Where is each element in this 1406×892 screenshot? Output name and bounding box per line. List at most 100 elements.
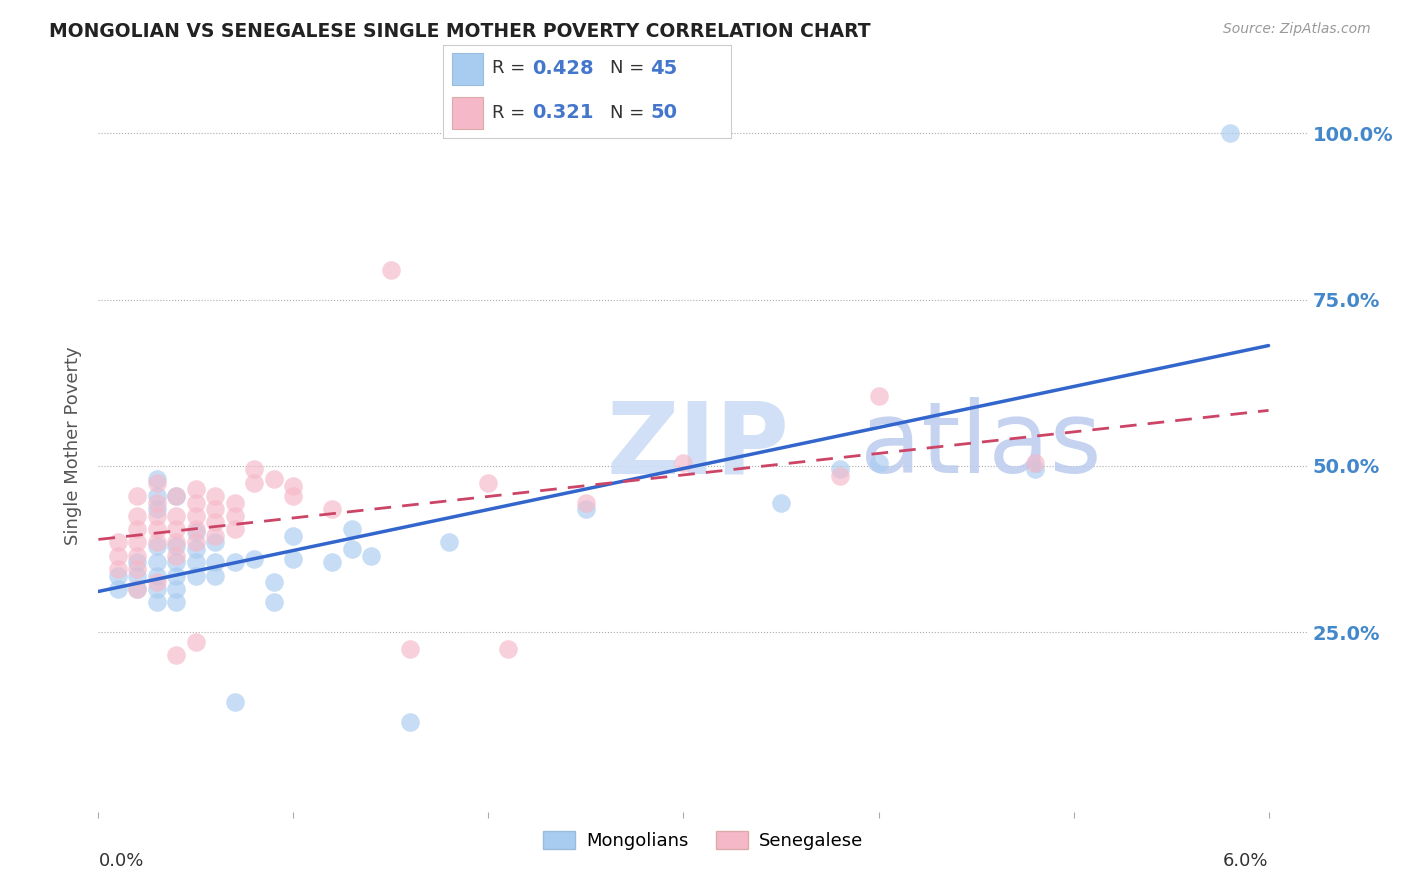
- Point: [1219, 127, 1241, 141]
- Point: [204, 535, 226, 549]
- Point: [184, 535, 207, 549]
- Text: 0.0%: 0.0%: [98, 852, 143, 870]
- Y-axis label: Single Mother Poverty: Single Mother Poverty: [65, 347, 83, 545]
- Legend: Mongolians, Senegalese: Mongolians, Senegalese: [536, 823, 870, 857]
- Point: [127, 489, 149, 503]
- Text: 6.0%: 6.0%: [1223, 852, 1268, 870]
- Point: [184, 568, 207, 582]
- Point: [360, 549, 382, 563]
- Text: Source: ZipAtlas.com: Source: ZipAtlas.com: [1223, 22, 1371, 37]
- Point: [575, 495, 598, 509]
- Point: [672, 456, 695, 470]
- Point: [868, 389, 890, 403]
- Point: [1024, 462, 1046, 476]
- Point: [146, 508, 169, 523]
- Point: [165, 595, 187, 609]
- Point: [224, 508, 246, 523]
- Point: [107, 535, 129, 549]
- Point: [283, 552, 305, 566]
- Point: [146, 535, 169, 549]
- Point: [184, 555, 207, 569]
- Point: [107, 568, 129, 582]
- Text: 45: 45: [651, 59, 678, 78]
- Point: [127, 508, 149, 523]
- Text: R =: R =: [492, 103, 531, 121]
- Point: [828, 469, 851, 483]
- Point: [283, 479, 305, 493]
- Point: [107, 582, 129, 596]
- Bar: [451, 97, 484, 129]
- Point: [127, 562, 149, 576]
- Point: [828, 462, 851, 476]
- Point: [127, 582, 149, 596]
- Point: [165, 539, 187, 553]
- Text: N =: N =: [610, 60, 650, 78]
- Point: [224, 695, 246, 709]
- Point: [146, 475, 169, 490]
- Point: [184, 482, 207, 496]
- Point: [127, 582, 149, 596]
- Point: [184, 635, 207, 649]
- Point: [283, 529, 305, 543]
- Point: [165, 489, 187, 503]
- Text: 50: 50: [651, 103, 678, 122]
- Point: [127, 555, 149, 569]
- Point: [204, 502, 226, 516]
- Point: [165, 489, 187, 503]
- Point: [477, 475, 499, 490]
- Point: [165, 522, 187, 536]
- Point: [146, 472, 169, 486]
- Point: [146, 575, 169, 590]
- Point: [146, 502, 169, 516]
- Point: [127, 549, 149, 563]
- Point: [399, 641, 422, 656]
- Point: [243, 552, 266, 566]
- Point: [146, 555, 169, 569]
- Point: [204, 516, 226, 530]
- Point: [184, 525, 207, 540]
- Point: [184, 495, 207, 509]
- Point: [146, 522, 169, 536]
- Point: [204, 489, 226, 503]
- Point: [146, 582, 169, 596]
- Point: [184, 542, 207, 557]
- Point: [184, 508, 207, 523]
- Point: [575, 502, 598, 516]
- Point: [107, 549, 129, 563]
- Point: [243, 462, 266, 476]
- Point: [146, 595, 169, 609]
- Point: [496, 641, 519, 656]
- Point: [321, 555, 343, 569]
- Point: [224, 522, 246, 536]
- Text: 0.321: 0.321: [533, 103, 593, 122]
- Point: [224, 555, 246, 569]
- Point: [165, 568, 187, 582]
- Point: [769, 495, 792, 509]
- Point: [165, 535, 187, 549]
- Point: [868, 456, 890, 470]
- Point: [165, 648, 187, 663]
- Point: [204, 568, 226, 582]
- Text: R =: R =: [492, 60, 531, 78]
- Point: [146, 495, 169, 509]
- Point: [340, 542, 363, 557]
- Bar: [451, 53, 484, 85]
- Point: [184, 522, 207, 536]
- Text: N =: N =: [610, 103, 650, 121]
- Text: MONGOLIAN VS SENEGALESE SINGLE MOTHER POVERTY CORRELATION CHART: MONGOLIAN VS SENEGALESE SINGLE MOTHER PO…: [49, 22, 870, 41]
- Point: [165, 549, 187, 563]
- Point: [204, 555, 226, 569]
- Text: 0.428: 0.428: [533, 59, 593, 78]
- Point: [263, 575, 285, 590]
- Point: [127, 535, 149, 549]
- Text: ZIP: ZIP: [606, 398, 789, 494]
- Point: [165, 508, 187, 523]
- Point: [380, 262, 402, 277]
- Point: [107, 562, 129, 576]
- Point: [1024, 456, 1046, 470]
- Point: [146, 568, 169, 582]
- Point: [165, 582, 187, 596]
- Point: [340, 522, 363, 536]
- Point: [263, 472, 285, 486]
- Point: [224, 495, 246, 509]
